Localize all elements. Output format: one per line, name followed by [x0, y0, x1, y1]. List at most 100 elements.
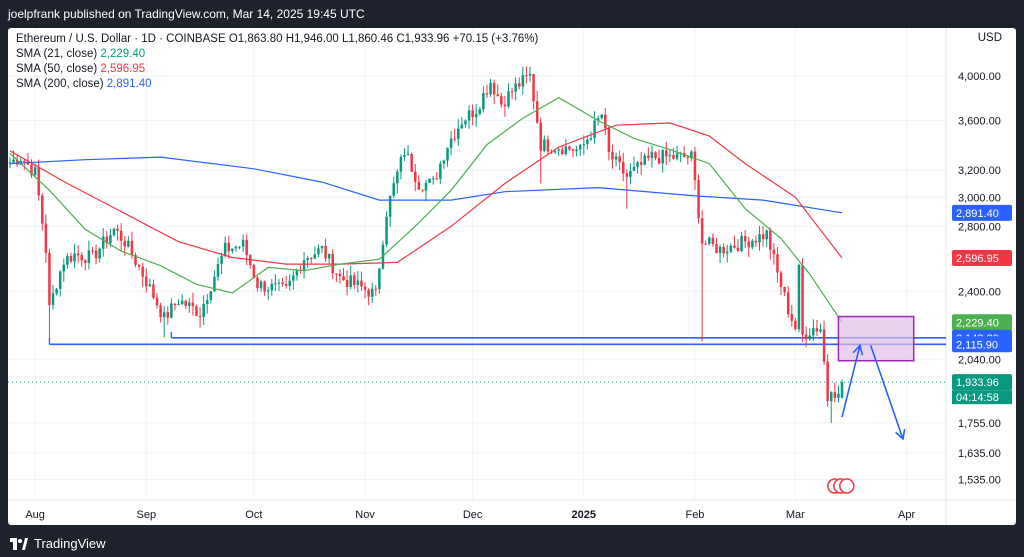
candle-body[interactable]: [725, 251, 729, 254]
candle-body[interactable]: [295, 269, 299, 276]
candle-body[interactable]: [263, 281, 266, 292]
candle-body[interactable]: [396, 171, 399, 184]
candle-body[interactable]: [621, 162, 625, 174]
candle-body[interactable]: [101, 236, 105, 249]
candle-body[interactable]: [482, 93, 485, 110]
candle-body[interactable]: [614, 156, 618, 160]
candle-body[interactable]: [137, 264, 141, 267]
candle-body[interactable]: [779, 272, 783, 287]
candle-body[interactable]: [259, 281, 263, 289]
sma200-line[interactable]: [9, 156, 843, 214]
candle-body[interactable]: [98, 248, 101, 259]
candle-body[interactable]: [543, 139, 546, 151]
candle-body[interactable]: [302, 260, 306, 272]
candle-body[interactable]: [216, 264, 220, 277]
candle-body[interactable]: [424, 182, 428, 191]
candle-body[interactable]: [521, 75, 525, 87]
candle-body[interactable]: [804, 334, 808, 340]
candle-body[interactable]: [58, 271, 62, 289]
candle-body[interactable]: [697, 180, 700, 219]
candle-body[interactable]: [223, 242, 227, 256]
candle-body[interactable]: [363, 286, 367, 290]
candle-body[interactable]: [431, 178, 435, 180]
candle-body[interactable]: [231, 248, 234, 252]
candle-body[interactable]: [582, 144, 586, 146]
candle-body[interactable]: [410, 153, 413, 172]
candle-body[interactable]: [711, 237, 715, 245]
candle-body[interactable]: [467, 110, 471, 121]
projection-arrow[interactable]: [869, 345, 904, 440]
candle-body[interactable]: [148, 284, 152, 287]
candle-body[interactable]: [80, 255, 83, 261]
candle-body[interactable]: [245, 239, 248, 256]
candle-body[interactable]: [654, 152, 657, 159]
candle-body[interactable]: [91, 250, 94, 252]
candle-body[interactable]: [202, 303, 205, 317]
candle-body[interactable]: [378, 268, 381, 289]
candle-body[interactable]: [593, 120, 596, 139]
candle-body[interactable]: [385, 216, 388, 245]
candle-body[interactable]: [353, 275, 356, 285]
candle-body[interactable]: [500, 96, 503, 105]
candle-body[interactable]: [428, 178, 431, 183]
candle-body[interactable]: [471, 110, 474, 118]
candle-body[interactable]: [510, 91, 514, 93]
candle-body[interactable]: [485, 93, 489, 95]
candle-body[interactable]: [672, 154, 675, 159]
candle-body[interactable]: [715, 244, 718, 254]
candle-body[interactable]: [797, 264, 801, 330]
candle-body[interactable]: [435, 178, 439, 180]
sma21-line[interactable]: [9, 97, 843, 323]
candle-body[interactable]: [277, 282, 281, 284]
candle-body[interactable]: [575, 149, 578, 152]
candle-body[interactable]: [596, 118, 600, 121]
candle-body[interactable]: [152, 284, 155, 298]
candle-body[interactable]: [815, 328, 819, 332]
candle-body[interactable]: [33, 167, 37, 176]
candle-body[interactable]: [618, 156, 621, 163]
candle-body[interactable]: [478, 109, 482, 114]
candle-body[interactable]: [758, 234, 761, 243]
candle-body[interactable]: [266, 290, 270, 292]
candle-body[interactable]: [191, 302, 195, 307]
candle-body[interactable]: [604, 114, 607, 129]
event-flag-icon[interactable]: [839, 478, 855, 494]
candle-body[interactable]: [761, 234, 765, 240]
candle-body[interactable]: [309, 258, 313, 260]
candle-body[interactable]: [528, 74, 532, 76]
candle-body[interactable]: [69, 256, 73, 262]
candle-body[interactable]: [553, 150, 557, 153]
candle-body[interactable]: [123, 240, 127, 247]
candle-body[interactable]: [270, 283, 274, 291]
candle-body[interactable]: [417, 181, 421, 190]
candle-body[interactable]: [360, 280, 363, 287]
candle-body[interactable]: [306, 258, 309, 261]
candle-body[interactable]: [356, 280, 360, 285]
candle-body[interactable]: [184, 300, 187, 306]
candle-body[interactable]: [317, 248, 320, 255]
candle-body[interactable]: [55, 288, 58, 294]
candle-body[interactable]: [457, 128, 460, 139]
candle-body[interactable]: [213, 276, 216, 292]
candle-body[interactable]: [790, 313, 794, 321]
candle-body[interactable]: [170, 303, 173, 318]
candle-body[interactable]: [238, 246, 241, 248]
candle-body[interactable]: [188, 302, 191, 306]
candle-body[interactable]: [26, 161, 30, 165]
candle-body[interactable]: [345, 280, 349, 287]
candle-body[interactable]: [392, 183, 395, 196]
candle-body[interactable]: [388, 195, 392, 217]
candle-body[interactable]: [370, 288, 374, 297]
candle-body[interactable]: [625, 173, 629, 177]
candle-body[interactable]: [808, 335, 811, 340]
candle-body[interactable]: [578, 144, 582, 150]
candle-body[interactable]: [127, 240, 130, 247]
candle-body[interactable]: [629, 170, 632, 177]
candle-body[interactable]: [442, 160, 446, 164]
candle-body[interactable]: [62, 264, 66, 272]
candle-body[interactable]: [209, 291, 213, 300]
candle-body[interactable]: [747, 241, 751, 248]
candle-body[interactable]: [320, 246, 324, 249]
candle-body[interactable]: [826, 361, 829, 402]
currency-label[interactable]: USD: [977, 32, 1002, 44]
